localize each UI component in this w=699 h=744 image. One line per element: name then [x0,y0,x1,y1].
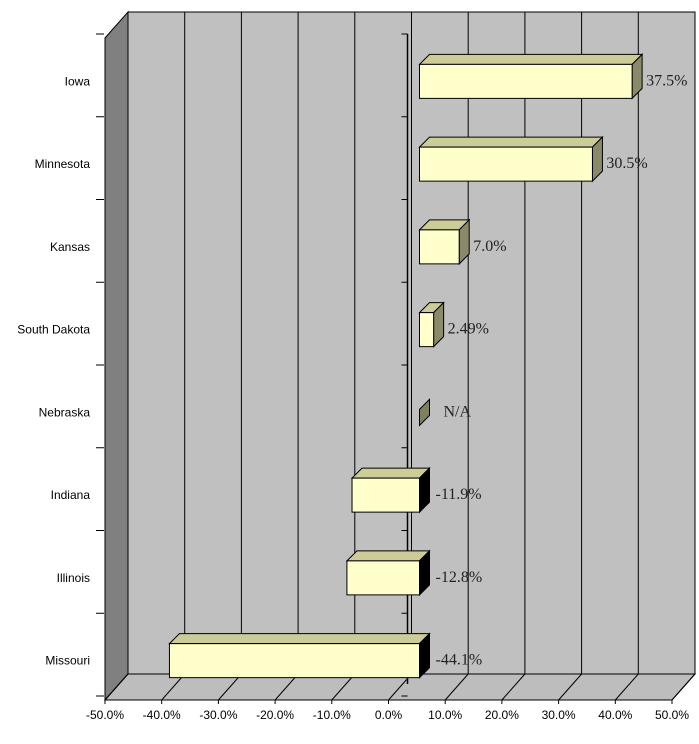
floor-gridline [161,673,186,701]
x-tick-label: 40.0% [598,708,632,722]
gridlines [184,12,639,674]
floor-gridline [104,673,129,701]
x-tick-label: 10.0% [428,708,462,722]
x-tick-label: 30.0% [542,708,576,722]
floor-gridline [558,673,582,701]
chart-side-wall [104,10,129,702]
x-tick-label: 0.0% [375,708,403,722]
bar-top [345,550,431,562]
floor-gridline [444,673,469,701]
x-tick-label: -50.0% [86,708,124,722]
x-tick-label: 20.0% [485,708,519,722]
category-label: South Dakota [17,323,90,337]
bar [419,312,435,348]
bar-top [418,53,644,65]
x-tick-label: -30.0% [199,708,237,722]
x-tick-label: 50.0% [655,708,689,722]
category-label: Illinois [57,571,90,585]
bar [419,398,430,427]
category-label: Minnesota [35,157,91,171]
bars [168,53,644,679]
data-label: -12.8% [436,569,483,586]
bar [419,146,593,182]
data-label: N/A [444,403,472,420]
category-label: Nebraska [39,405,91,419]
bar [419,63,633,99]
bar-top [418,136,604,148]
data-label: 7.0% [473,238,506,255]
floor-gridline [501,673,526,701]
x-tick-label: -10.0% [313,708,351,722]
bar [419,229,460,265]
bar-top [168,633,431,645]
floor-gridline [274,673,299,701]
floor-gridline [218,673,242,701]
category-label: Iowa [65,74,91,88]
data-label: -44.1% [436,652,483,669]
data-label: 30.5% [606,155,647,172]
floor-gridline [671,673,696,701]
x-tick-labels: -50.0% -40.0% -30.0% -20.0% -10.0% 0.0% 10.0% 2… [86,708,689,722]
category-labels: Iowa Minnesota Kansas South Dakota Nebraska I… [17,74,90,667]
data-label: 37.5% [646,72,687,89]
x-tick-label: -20.0% [256,708,294,722]
category-label: Missouri [45,654,90,668]
category-label: Kansas [50,240,90,254]
bar [351,477,421,513]
data-label: -11.9% [436,486,482,503]
bar [168,643,420,679]
data-label: 2.49% [448,321,489,338]
floor-gridline [614,673,639,701]
x-tick-label: -40.0% [143,708,181,722]
category-label: Indiana [51,488,91,502]
floor-gridline [331,673,356,701]
bar-top [350,467,431,479]
data-labels: 37.5% 30.5% 7.0% 2.49% N/A -11.9% -12.8% -44.1% [436,72,688,668]
bar [346,560,421,596]
